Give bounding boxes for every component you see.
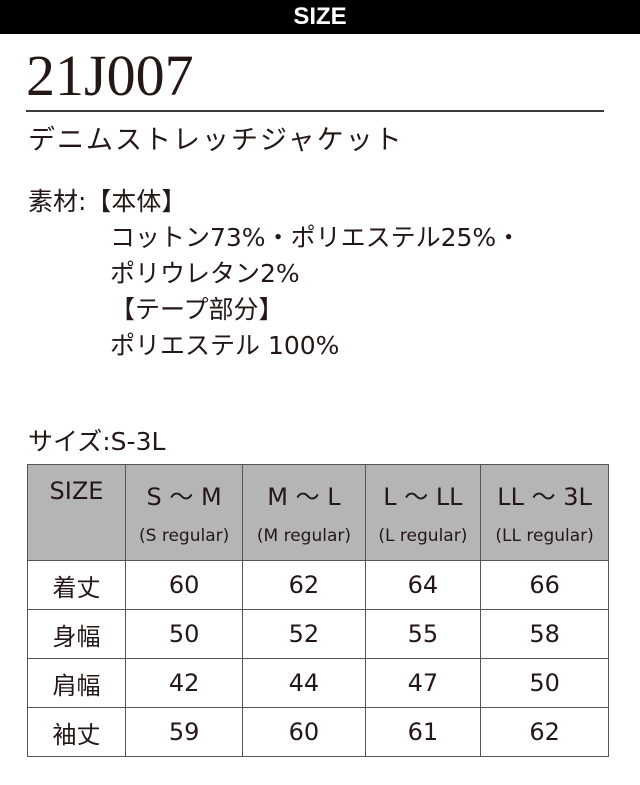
table-cell: 60 — [124, 560, 244, 610]
size-table: SIZE S 〜 M (S regular) M 〜 L (M regular) L… — [27, 464, 609, 757]
row-label: 肩幅 — [27, 658, 126, 708]
product-name: デニムストレッチジャケット — [28, 125, 404, 156]
material-line: ポリエステル 100% — [110, 331, 340, 360]
table-cell: 55 — [364, 609, 482, 659]
product-code: 21J007 — [26, 43, 194, 108]
table-cell: 58 — [480, 609, 609, 659]
table-row: 身幅 50 52 55 58 — [27, 609, 609, 659]
header-cell: S 〜 M (S regular) — [124, 464, 244, 561]
header-cell: M 〜 L (M regular) — [242, 464, 366, 561]
table-cell: 50 — [480, 658, 609, 708]
table-cell: 60 — [242, 707, 366, 757]
material-section: 素材:【本体】 コットン73%・ポリエステル25%・ ポリウレタン2% 【テープ… — [28, 184, 521, 364]
table-cell: 66 — [480, 560, 609, 610]
table-row: 着丈 60 62 64 66 — [27, 560, 609, 610]
material-line: コットン73%・ポリエステル25%・ — [110, 223, 522, 252]
material-label: 素材:【本体】 — [28, 187, 187, 216]
table-cell: 61 — [364, 707, 482, 757]
table-cell: 64 — [364, 560, 482, 610]
table-cell: 59 — [124, 707, 244, 757]
row-label: 身幅 — [27, 609, 126, 659]
sizes-label: サイズ:S-3L — [28, 427, 166, 456]
material-line: ポリウレタン2% — [110, 259, 300, 288]
table-cell: 52 — [242, 609, 366, 659]
table-row: 袖丈 59 60 61 62 — [27, 707, 609, 757]
divider — [26, 110, 604, 112]
table-cell: 44 — [242, 658, 366, 708]
header-corner: SIZE — [27, 464, 126, 561]
header-cell: L 〜 LL (L regular) — [364, 464, 482, 561]
size-banner: SIZE — [0, 0, 640, 34]
row-label: 着丈 — [27, 560, 126, 610]
row-label: 袖丈 — [27, 707, 126, 757]
material-line: 【テープ部分】 — [110, 295, 284, 324]
header-cell: LL 〜 3L (LL regular) — [480, 464, 609, 561]
table-cell: 62 — [480, 707, 609, 757]
table-cell: 42 — [124, 658, 244, 708]
table-cell: 50 — [124, 609, 244, 659]
table-cell: 47 — [364, 658, 482, 708]
table-cell: 62 — [242, 560, 366, 610]
table-row: 肩幅 42 44 47 50 — [27, 658, 609, 708]
